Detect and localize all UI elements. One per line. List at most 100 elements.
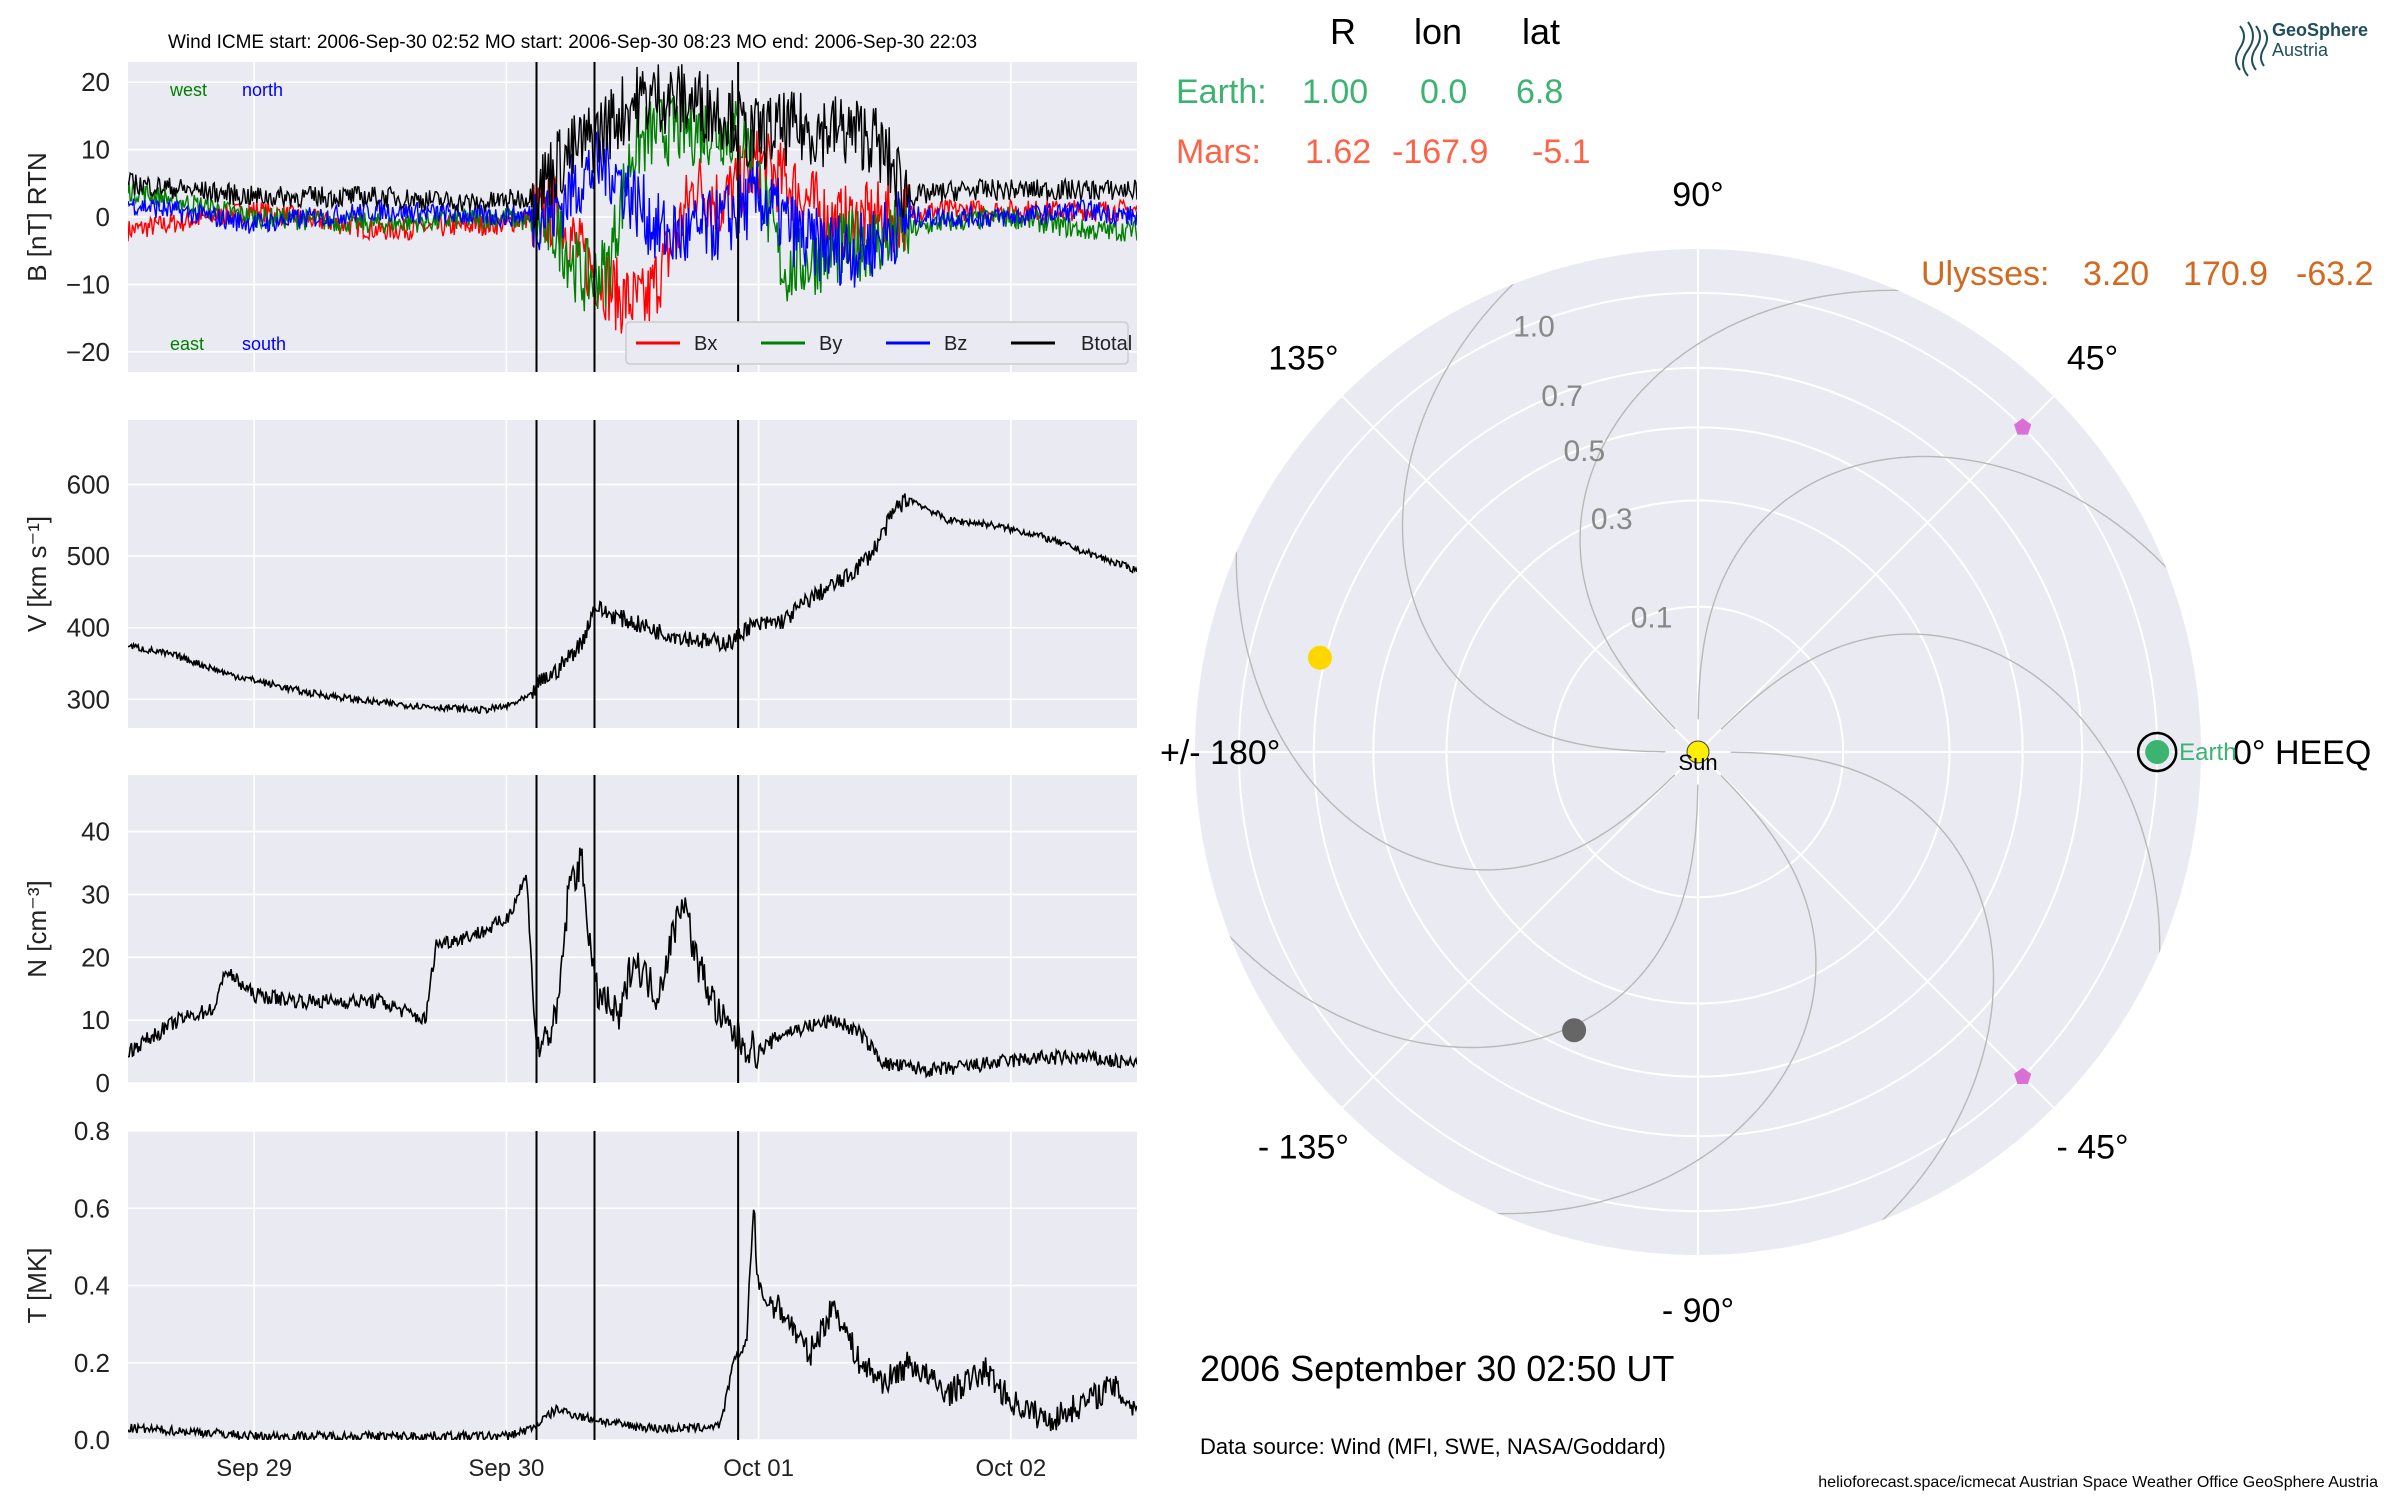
earth-r: 1.00 (1302, 73, 1368, 111)
spiral-line (1730, 751, 1995, 1255)
angle-label: 45° (2067, 339, 2118, 377)
y-tick-label: 0.2 (74, 1348, 110, 1378)
footer-credits: helioforecast.space/icmecat Austrian Spa… (1818, 1474, 2378, 1491)
y-tick-label: −10 (66, 269, 110, 299)
y-tick-label: 40 (81, 817, 110, 847)
ulysses-label: Ulysses: (1921, 255, 2049, 293)
y-tick-label: 0.0 (74, 1425, 110, 1455)
series-group (128, 1209, 1137, 1440)
legend-box (625, 321, 1129, 365)
geosphere-logo: GeoSphere Austria (2235, 20, 2368, 77)
x-tick-label: Oct 02 (976, 1455, 1047, 1482)
x-tick-label: Sep 30 (468, 1455, 544, 1482)
ulysses-lon: 170.9 (2183, 255, 2268, 293)
parker-spirals (1195, 249, 2201, 1255)
series-line-T (128, 1209, 1137, 1440)
x-tick-label: Sep 29 (216, 1455, 292, 1482)
y-tick-label: 0.4 (74, 1271, 110, 1301)
legend-label-By: By (819, 333, 842, 355)
angle-label: - 45° (2056, 1129, 2128, 1167)
x-tick-label: Oct 01 (723, 1455, 794, 1482)
angle-label: - 135° (1258, 1129, 1349, 1167)
angle-label: +/- 180° (1160, 734, 1280, 772)
spacecraft-marker (2014, 418, 2032, 435)
y-axis-label: T [MK] (22, 1247, 52, 1323)
angle-label: 0° HEEQ (2233, 734, 2371, 772)
spiral-line (1385, 774, 1817, 1215)
logo-icon (2235, 21, 2268, 77)
date-text: 2006 September 30 02:50 UT (1200, 1348, 1674, 1389)
plot-title: Wind ICME start: 2006-Sep-30 02:52 MO st… (168, 32, 977, 53)
panel-V: 600 500 400 300 V [km s⁻¹] (22, 420, 1137, 728)
spiral-line (1401, 249, 1666, 753)
sun-label: Sun (1678, 750, 1717, 775)
y-tick-label: 0.6 (74, 1193, 110, 1223)
radial-tick-label: 0.7 (1541, 380, 1583, 413)
radial-tick-label: 0.5 (1564, 435, 1606, 468)
spiral-line (1579, 289, 2011, 730)
col-header-r: R (1330, 11, 1356, 52)
annotation-west: west (169, 80, 207, 100)
earth-marker (2145, 740, 2170, 764)
annotation-south: south (242, 334, 286, 354)
mars-lat: -5.1 (1532, 133, 1591, 171)
ulysses-r: 3.20 (2083, 255, 2149, 293)
y-tick-label: 0 (96, 1068, 110, 1098)
spacecraft-marker (2014, 1067, 2032, 1084)
y-tick-label: 0 (96, 202, 110, 232)
col-header-lon: lon (1414, 11, 1462, 52)
mars-label: Mars: (1176, 133, 1261, 171)
timeseries-panels: 20 10 0 −10 −20 B [nT] RTN west north east south B… (22, 62, 1137, 1482)
data-source: Data source: Wind (MFI, SWE, NASA/Goddar… (1200, 1434, 1666, 1459)
annotation-north: north (242, 80, 283, 100)
panel-background (128, 775, 1137, 1083)
series-line-Btotal (128, 64, 1137, 229)
ulysses-lat: -63.2 (2296, 255, 2374, 293)
radial-tick-label: 0.3 (1591, 503, 1633, 536)
legend-label-Bz: Bz (944, 333, 967, 355)
panel-T: 0.8 0.6 0.4 0.2 0.0 T [MK] Sep 29 Sep 30 Oct 01 O… (22, 1116, 1137, 1482)
y-tick-label: −20 (66, 337, 110, 367)
spiral-line (1235, 439, 1676, 871)
y-tick-label: 400 (67, 613, 110, 643)
polar-plot: 0.1 0.3 0.5 0.7 1.0 90° 45° 0° HEEQ - 45° - 90° - … (1160, 176, 2371, 1330)
earth-ring (2136, 731, 2178, 773)
planet-marker (1307, 645, 1332, 670)
series-line-N (128, 847, 1137, 1079)
y-tick-label: 20 (81, 942, 110, 972)
angle-label: 135° (1268, 339, 1338, 377)
y-tick-label: 10 (81, 135, 110, 165)
earth-lat: 6.8 (1516, 73, 1563, 111)
y-tick-label: 600 (67, 469, 110, 499)
position-table: R lon lat Earth: 1.00 0.0 6.8 Mars: 1.62… (1176, 11, 2374, 293)
series-group (128, 64, 1137, 334)
mars-lon: -167.9 (1392, 133, 1488, 171)
angular-grid-line (1697, 751, 2055, 1109)
panel-background (128, 420, 1137, 728)
radial-tick-label: 0.1 (1631, 601, 1673, 634)
planet-marker (1562, 1018, 1587, 1043)
logo-line1: GeoSphere (2272, 20, 2368, 40)
y-tick-label: 10 (81, 1005, 110, 1035)
y-tick-label: 0.8 (74, 1116, 110, 1146)
panel-B: 20 10 0 −10 −20 B [nT] RTN west north east south B… (22, 62, 1137, 372)
y-tick-label: 300 (67, 684, 110, 714)
y-tick-label: 500 (67, 541, 110, 571)
legend-label-Bx: Bx (694, 333, 717, 355)
mars-r: 1.62 (1305, 133, 1371, 171)
y-axis-label: B [nT] RTN (22, 152, 52, 282)
series-group (128, 847, 1137, 1079)
angular-grid-line (1697, 395, 2055, 753)
y-tick-label: 20 (81, 67, 110, 97)
spiral-line (1195, 784, 1699, 1049)
legend: Bx By Bz Btotal (625, 321, 1132, 365)
annotation-east: east (170, 334, 204, 354)
earth-lon: 0.0 (1420, 73, 1467, 111)
radial-tick-label: 1.0 (1513, 310, 1555, 343)
legend-label-Btotal: Btotal (1081, 333, 1132, 355)
earth-label: Earth (2179, 739, 2236, 766)
angle-label: 90° (1672, 176, 1723, 214)
angular-grid-line (1341, 751, 1699, 1109)
logo-line2: Austria (2272, 40, 2329, 60)
